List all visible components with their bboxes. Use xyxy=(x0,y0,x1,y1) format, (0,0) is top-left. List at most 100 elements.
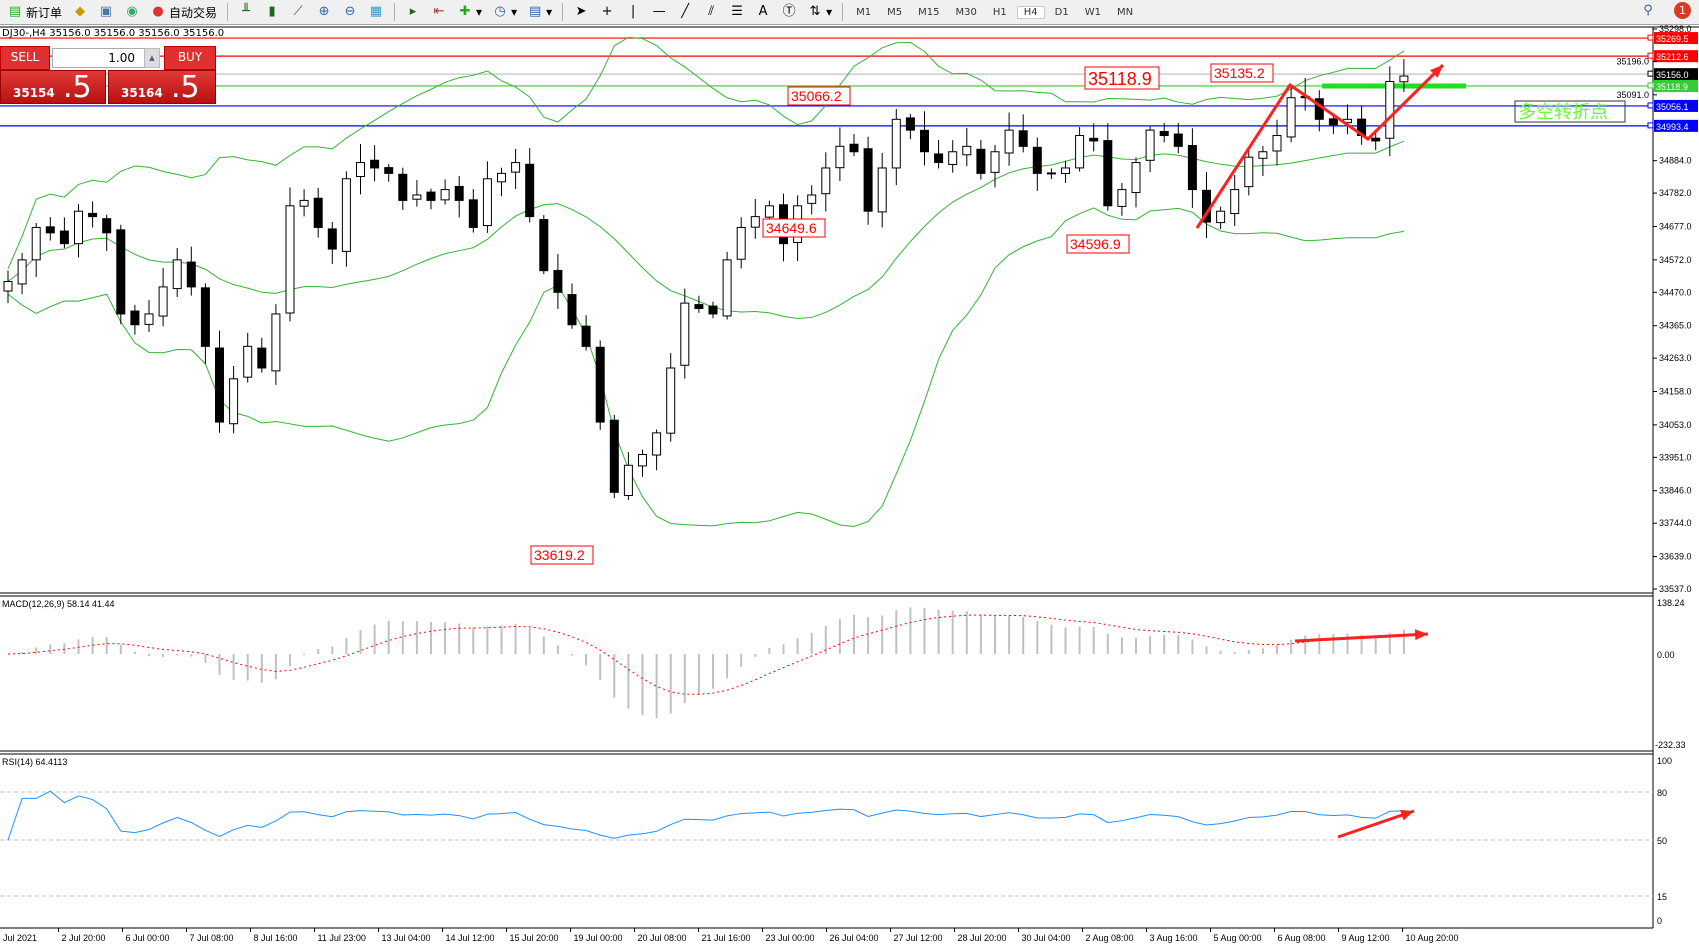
candle-body xyxy=(609,419,619,493)
indicators-button[interactable]: ✚ ▾ xyxy=(454,1,485,23)
time-axis-label: 10 Aug 20:00 xyxy=(1406,933,1459,943)
time-axis-label: 6 Aug 08:00 xyxy=(1278,933,1326,943)
candle-body xyxy=(31,226,41,261)
price-axis-label: 34884.0 xyxy=(1659,156,1692,166)
time-axis-label: 14 Jul 12:00 xyxy=(446,933,495,943)
buy-price[interactable]: 35164.5 xyxy=(108,70,216,105)
timeframe-w1[interactable]: W1 xyxy=(1084,6,1101,18)
timeframe-h4[interactable]: H4 xyxy=(1016,5,1045,19)
candle-body xyxy=(750,216,760,228)
lot-increase-button[interactable]: ▲ xyxy=(144,48,160,68)
candle-body xyxy=(948,151,958,165)
timeframe-m15[interactable]: M15 xyxy=(918,6,940,18)
candlestick-button[interactable]: ▮ xyxy=(261,1,283,23)
time-axis-label: 9 Aug 12:00 xyxy=(1342,933,1390,943)
separator xyxy=(394,3,396,21)
fibonacci-button[interactable]: ☰ xyxy=(726,1,748,23)
timeframe-m5[interactable]: M5 xyxy=(887,6,903,18)
candle-body xyxy=(1258,151,1268,159)
candlestick-icon: ▮ xyxy=(268,4,276,19)
arrows-button[interactable]: ⇅ ▾ xyxy=(804,1,835,23)
candle-body xyxy=(877,167,887,213)
time-axis-label: 7 Jul 08:00 xyxy=(190,933,234,943)
macd-axis-min: -232.33 xyxy=(1655,740,1686,750)
bar-chart-button[interactable]: ╨ xyxy=(235,1,257,23)
sell-button[interactable]: SELL xyxy=(0,46,50,70)
sell-price[interactable]: 35154.5 xyxy=(0,70,106,105)
candle-body xyxy=(1018,130,1028,147)
candle-body xyxy=(468,199,478,228)
chart-title: DJ30-,H4 35156.0 35156.0 35156.0 35156.0 xyxy=(2,28,225,39)
cursor-button[interactable]: ➤ xyxy=(570,1,592,23)
text-button[interactable]: A xyxy=(752,1,774,23)
auto-trading-button[interactable]: ● 自动交易 xyxy=(147,1,220,23)
buy-button[interactable]: BUY xyxy=(164,46,216,70)
vertical-line-button[interactable]: | xyxy=(622,1,644,23)
crosshair-button[interactable]: + xyxy=(596,1,618,23)
candle-body xyxy=(835,145,845,169)
candle-body xyxy=(962,145,972,156)
price-tag-label: 35212.6 xyxy=(1656,52,1689,62)
rsi-axis-label: 100 xyxy=(1657,756,1672,766)
candle-body xyxy=(1004,129,1014,154)
price-tag-label: 34993.4 xyxy=(1656,122,1689,132)
candle-body xyxy=(116,229,126,315)
chart-shift-button[interactable]: ⇤ xyxy=(428,1,450,23)
market-watch-button[interactable]: ◆ xyxy=(69,1,91,23)
price-axis-label: 34572.0 xyxy=(1659,255,1692,265)
auto-scroll-button[interactable]: ▸ xyxy=(402,1,424,23)
candle-body xyxy=(1159,131,1169,137)
candle-body xyxy=(1216,210,1226,224)
rsi-line xyxy=(7,790,1404,841)
crosshair-icon: + xyxy=(601,4,613,19)
signals-button[interactable]: ◉ xyxy=(121,1,143,23)
level-handle xyxy=(1647,70,1654,77)
zoom-out-button[interactable]: ⊖ xyxy=(339,1,361,23)
navigator-button[interactable]: ▣ xyxy=(95,1,117,23)
new-order-button[interactable]: ▤ 新订单 xyxy=(8,4,63,20)
chart-shift-icon: ⇤ xyxy=(433,4,445,19)
timeframe-m1[interactable]: M1 xyxy=(856,6,872,18)
zoom-out-icon: ⊖ xyxy=(344,4,356,19)
notifications-badge[interactable]: 1 xyxy=(1674,2,1691,19)
text-label-button[interactable]: Ⓣ xyxy=(778,1,800,23)
text-icon: A xyxy=(758,4,768,19)
candle-body xyxy=(652,432,662,456)
candle-body xyxy=(370,159,380,169)
candle-body xyxy=(1272,135,1282,152)
line-chart-button[interactable]: ⟋ xyxy=(287,1,309,23)
templates-button[interactable]: ▤ ▾ xyxy=(528,4,553,19)
periods-button[interactable]: ◷ ▾ xyxy=(489,1,520,23)
candle-body xyxy=(1230,189,1240,215)
price-annotation-box xyxy=(1210,63,1274,83)
price-axis-label: 33537.0 xyxy=(1659,584,1692,594)
price-axis-label: 34470.0 xyxy=(1659,287,1692,297)
one-click-trading-panel: SELL ▼ 1.00 ▲ BUY 35154.5 35164.5 xyxy=(0,46,216,105)
timeframe-mn[interactable]: MN xyxy=(1116,6,1134,18)
market-watch-icon: ◆ xyxy=(75,4,86,19)
trendline-button[interactable]: ╱ xyxy=(674,1,696,23)
price-annotation-box xyxy=(1066,234,1130,254)
tile-windows-button[interactable]: ▦ xyxy=(365,1,387,23)
separator xyxy=(842,3,844,21)
lot-size-input[interactable]: 1.00 xyxy=(52,48,160,68)
rsi-trend-arrow-head xyxy=(1400,810,1414,821)
search-icon[interactable]: ⚲ xyxy=(1643,2,1653,18)
candle-body xyxy=(412,194,422,200)
time-axis-label: 11 Jul 23:00 xyxy=(318,933,366,943)
macd-axis-max: 138.24 xyxy=(1657,598,1685,608)
timeframe-d1[interactable]: D1 xyxy=(1054,6,1069,18)
timeframe-h1[interactable]: H1 xyxy=(992,6,1007,18)
candle-body xyxy=(1145,129,1155,161)
timeframe-m30[interactable]: M30 xyxy=(955,6,977,18)
candle-body xyxy=(257,347,267,369)
horizontal-line-button[interactable]: — xyxy=(648,1,670,23)
equidistant-channel-button[interactable]: ⫽ xyxy=(700,1,722,23)
price-tag xyxy=(1654,119,1698,132)
text-label-icon: Ⓣ xyxy=(782,4,796,19)
zoom-in-button[interactable]: ⊕ xyxy=(313,1,335,23)
time-axis-label: 6 Jul 00:00 xyxy=(126,933,170,943)
vertical-line-icon: | xyxy=(630,4,636,19)
candle-body xyxy=(74,210,83,245)
